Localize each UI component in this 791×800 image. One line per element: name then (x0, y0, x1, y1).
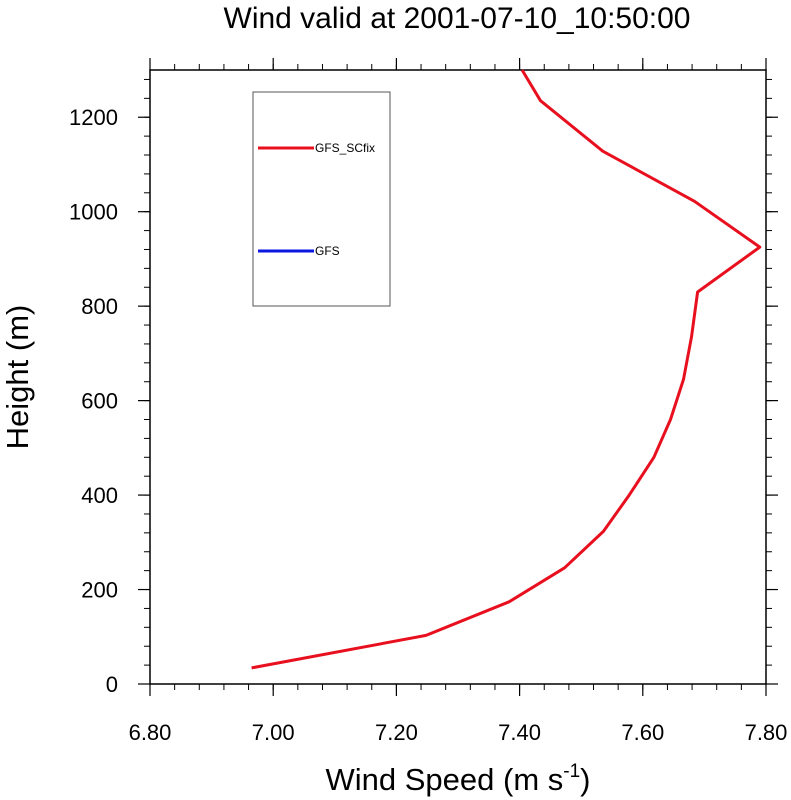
x-axis-title-suffix: ) (580, 762, 590, 797)
series-line-gfs-scfix (251, 69, 762, 670)
x-tick-label: 7.40 (498, 720, 541, 745)
legend-label-gfs-scfix: GFS_SCfix (315, 141, 375, 155)
x-tick-label: 7.00 (252, 720, 295, 745)
y-tick-label: 1000 (69, 200, 118, 225)
y-axis-title: Height (m) (0, 305, 35, 450)
major-ticks (138, 58, 778, 696)
y-tick-label: 600 (81, 389, 118, 414)
x-tick-label: 6.80 (129, 720, 172, 745)
y-tick-label: 0 (106, 672, 118, 697)
legend-box (252, 91, 391, 307)
legend-label-gfs: GFS (315, 244, 340, 258)
x-axis-title-main: Wind Speed (m s (326, 762, 564, 797)
y-tick-label: 800 (81, 294, 118, 319)
x-tick-label: 7.80 (745, 720, 788, 745)
x-axis-title-exponent: -1 (563, 761, 580, 782)
y-tick-label: 400 (81, 483, 118, 508)
minor-ticks (144, 64, 772, 690)
x-tick-label: 7.20 (375, 720, 418, 745)
x-tick-labels: 6.80 7.00 7.20 7.40 7.60 7.80 (129, 720, 788, 745)
y-tick-labels: 0 200 400 600 800 1000 1200 (69, 105, 118, 697)
y-tick-label: 1200 (69, 105, 118, 130)
legend: GFS_SCfix GFS (252, 91, 391, 307)
plot-frame (149, 69, 767, 685)
x-tick-label: 7.60 (621, 720, 664, 745)
chart-title: Wind valid at 2001-07-10_10:50:00 (224, 2, 691, 35)
y-tick-label: 200 (81, 578, 118, 603)
series-lines (251, 69, 762, 670)
x-axis-title: Wind Speed (m s-1) (326, 761, 591, 797)
